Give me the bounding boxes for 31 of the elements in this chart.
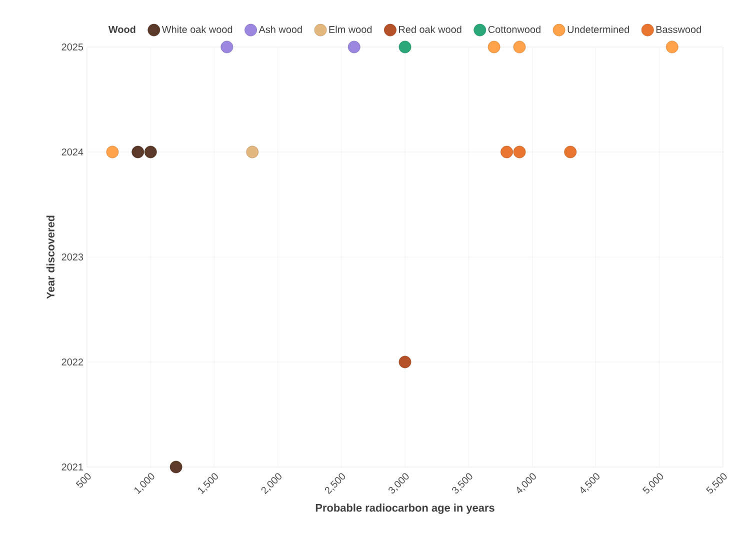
legend-label: Basswood xyxy=(656,26,701,34)
point xyxy=(666,40,678,54)
point xyxy=(106,146,119,158)
point xyxy=(488,40,500,54)
legend-label: White oak wood xyxy=(162,26,232,34)
point xyxy=(398,40,412,54)
point xyxy=(513,40,526,54)
y-axis-title: Year discovered xyxy=(46,216,54,299)
point xyxy=(246,146,259,158)
legend-label: Ash wood xyxy=(258,26,302,34)
point xyxy=(348,40,360,54)
y-tick-label: 2021 xyxy=(62,463,83,471)
y-tick-label: 2024 xyxy=(62,148,84,156)
point xyxy=(398,356,412,368)
x-axis-title: Probable radiocarbon age in years xyxy=(316,504,494,514)
point xyxy=(220,40,234,54)
legend-label: Cottonwood xyxy=(488,26,540,34)
point xyxy=(564,146,577,158)
point xyxy=(144,146,157,158)
legend-label: Red oak wood xyxy=(399,26,462,34)
y-tick-label: 2022 xyxy=(62,358,83,366)
point xyxy=(132,146,144,158)
legend-title: Wood xyxy=(108,26,136,34)
legend-label: Undetermined xyxy=(568,26,629,34)
point xyxy=(170,460,182,474)
y-tick-label: 2025 xyxy=(62,43,84,51)
y-tick-label: 2023 xyxy=(62,253,84,261)
point xyxy=(513,146,526,158)
legend-label: Elm wood xyxy=(329,26,372,34)
point xyxy=(500,146,513,158)
x-tick-label: 500 xyxy=(76,473,91,488)
